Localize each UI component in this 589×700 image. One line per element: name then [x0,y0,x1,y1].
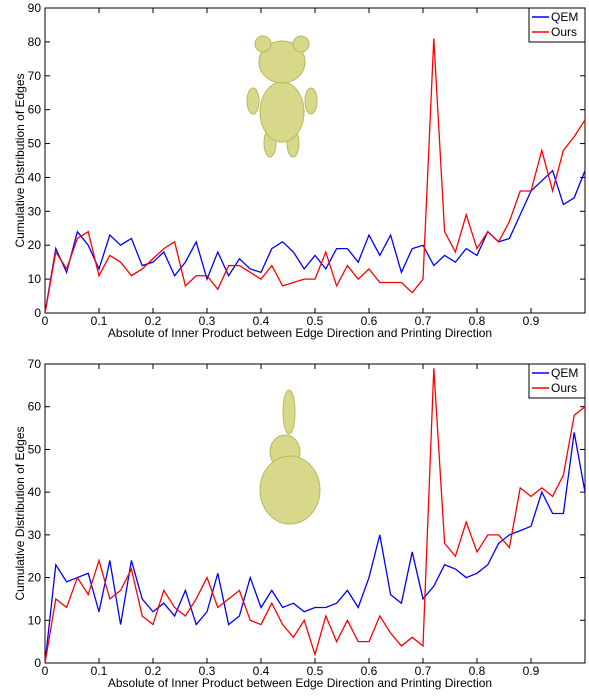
y-tick-label: 30 [28,528,42,542]
y-tick-label: 0 [34,656,41,670]
page: {"chart_data": [ {"type": "line", "xlabe… [0,0,589,700]
x-tick-label: 0.1 [91,664,108,678]
legend-label: QEM [551,10,578,24]
plot-frame [45,8,585,313]
y-axis-label: Cumulative Distribution of Edges [13,73,27,247]
legend-label: QEM [551,366,578,380]
y-axis-label: Cumulative Distribution of Edges [13,426,27,600]
y-tick-label: 10 [28,272,42,286]
y-tick-label: 40 [28,170,42,184]
x-tick-label: 0.1 [91,314,108,328]
y-tick-label: 90 [28,1,42,15]
y-tick-label: 70 [28,357,42,371]
y-tick-label: 50 [28,442,42,456]
x-tick-label: 0 [42,314,49,328]
chart: 01020304050607000.10.20.30.40.50.60.70.8… [0,0,589,700]
x-axis-label: Absolute of Inner Product between Edge D… [108,326,492,340]
legend-label: Ours [551,25,577,39]
y-tick-label: 50 [28,137,42,151]
y-tick-label: 80 [28,35,42,49]
x-axis-label: Absolute of Inner Product between Edge D… [108,676,492,690]
plot-frame [45,364,585,663]
y-tick-label: 60 [28,400,42,414]
y-tick-label: 40 [28,485,42,499]
legend-label: Ours [551,381,577,395]
x-tick-label: 0.9 [523,314,540,328]
y-tick-label: 10 [28,613,42,627]
y-tick-label: 20 [28,238,42,252]
y-tick-label: 0 [34,306,41,320]
x-tick-label: 0 [42,664,49,678]
y-tick-label: 70 [28,69,42,83]
y-tick-label: 20 [28,571,42,585]
y-tick-label: 60 [28,103,42,117]
x-tick-label: 0.9 [523,664,540,678]
y-tick-label: 30 [28,204,42,218]
